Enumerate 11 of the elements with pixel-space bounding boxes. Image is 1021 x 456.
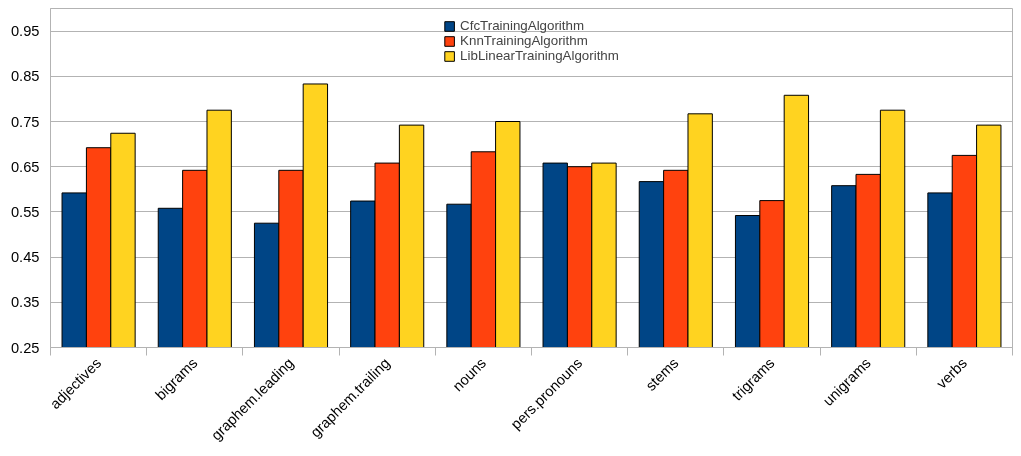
y-tick-label: 0.85	[10, 68, 40, 85]
y-tick-label: 0.25	[10, 339, 40, 356]
legend-label: KnnTrainingAlgorithm	[460, 33, 588, 48]
legend-label: CfcTrainingAlgorithm	[460, 18, 585, 33]
y-tick-label: 0.55	[10, 203, 40, 220]
y-tick-label: 0.35	[10, 294, 40, 311]
y-tick-label: 0.75	[10, 113, 40, 130]
y-tick-label: 0.65	[10, 158, 40, 175]
legend-label: LibLinearTrainingAlgorithm	[460, 48, 619, 63]
y-tick-label: 0.45	[10, 249, 40, 266]
y-tick-label: 0.95	[10, 23, 40, 40]
